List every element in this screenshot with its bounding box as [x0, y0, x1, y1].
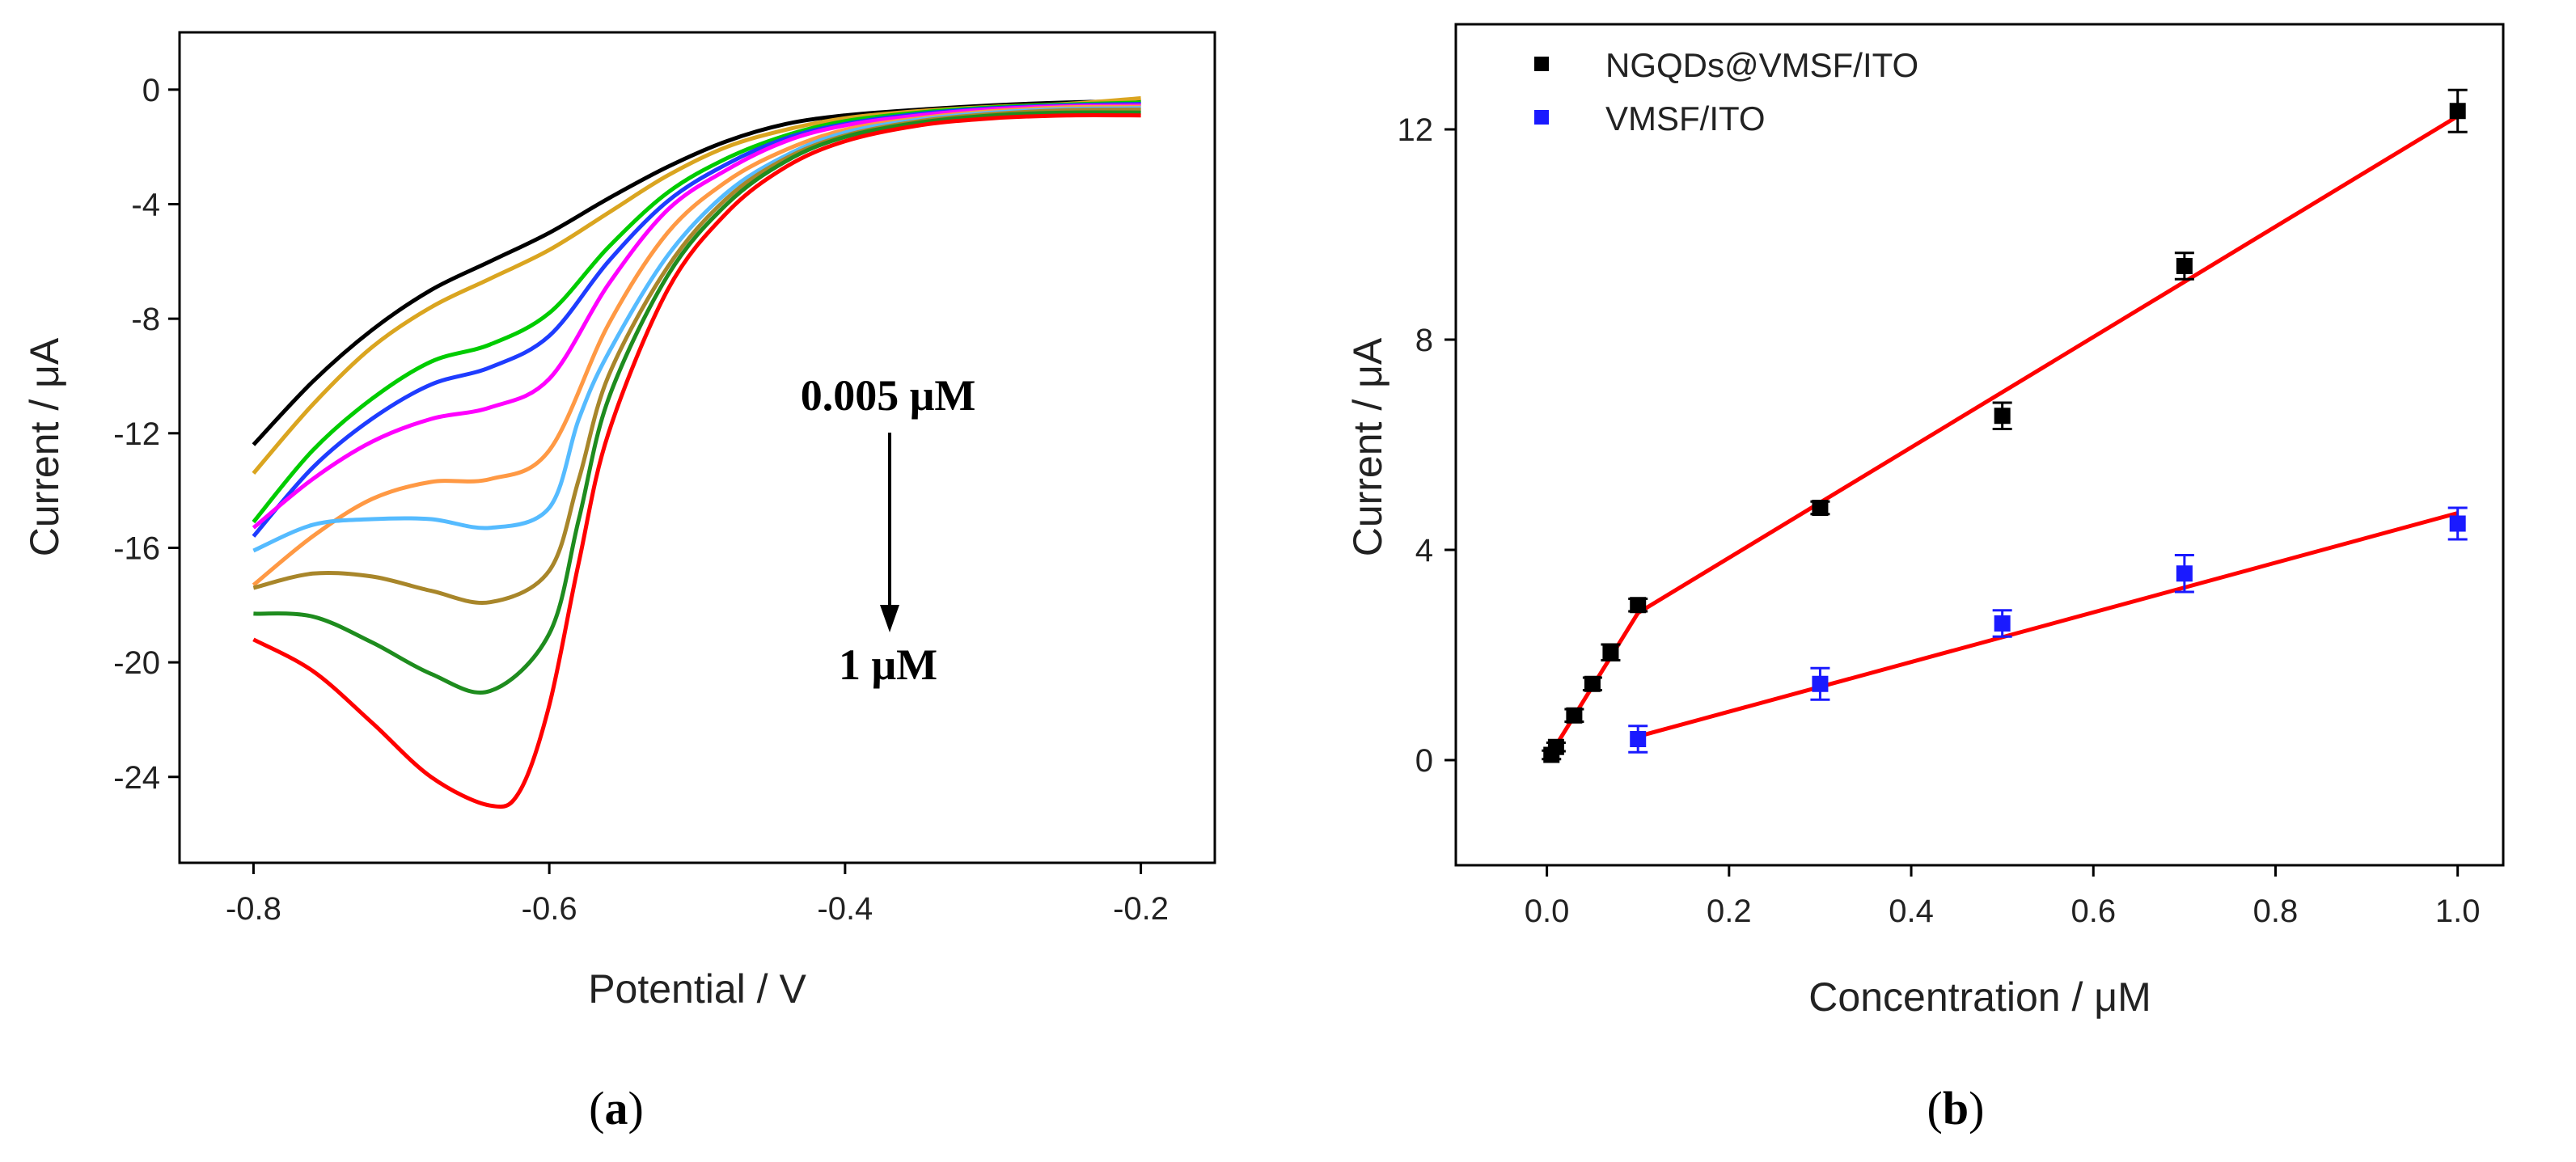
panel-letter-a: a	[605, 1082, 628, 1135]
legend-marker-ngqds	[1534, 57, 1549, 71]
data-point-vmsf-ito	[1994, 615, 2011, 632]
plot-frame-a	[178, 31, 1216, 864]
x-axis-a: -0.8 -0.6 -0.4 -0.2	[226, 863, 1169, 927]
x-tick-label-a: -0.6	[522, 891, 577, 927]
data-point-ngqds-vmsf-ito	[2449, 103, 2466, 120]
panel-label-b: (b)	[1927, 1082, 1985, 1135]
data-point-vmsf-ito	[1630, 731, 1647, 747]
x-tick-label-b: 0.2	[1707, 894, 1752, 929]
y-axis-title-b: Current / μA	[1345, 337, 1390, 556]
data-point-ngqds-vmsf-ito	[2176, 258, 2193, 274]
y-tick-label-a: -24	[113, 760, 160, 796]
panel-label-a: (a)	[589, 1082, 644, 1135]
legend-b: NGQDs@VMSF/ITO VMSF/ITO	[1534, 46, 1918, 137]
data-point-vmsf-ito	[1812, 675, 1829, 692]
y-tick-label-b: 12	[1398, 112, 1434, 148]
x-tick-label-b: 1.0	[2435, 894, 2481, 929]
legend-label-vmsf: VMSF/ITO	[1605, 99, 1766, 137]
cv-curve-1-m	[252, 112, 1141, 809]
fit-line-vmsf-ito-fit	[1637, 511, 2459, 739]
y-tick-label-b: 4	[1415, 533, 1433, 568]
data-point-ngqds-vmsf-ito	[1602, 644, 1619, 661]
y-tick-label-a: -16	[113, 530, 160, 566]
data-points-b	[1542, 88, 2468, 763]
data-point-ngqds-vmsf-ito	[1584, 675, 1601, 692]
y-tick-label-a: -8	[131, 302, 160, 337]
fit-lines-b	[1545, 114, 2459, 762]
panel-letter-b: b	[1943, 1082, 1969, 1135]
fit-line-ngqds-vmsf-ito-fit-high	[1636, 114, 2459, 615]
annotation-start-concentration: 0.005 μM	[801, 371, 976, 420]
y-tick-label-a: -12	[113, 416, 160, 452]
data-point-ngqds-vmsf-ito	[1547, 738, 1564, 755]
series-group-a	[252, 96, 1141, 809]
data-point-ngqds-vmsf-ito	[1812, 500, 1829, 516]
cv-curve-0-07-m	[252, 103, 1141, 530]
cv-curve-0-7-m	[253, 110, 1141, 695]
y-axis-title-a: Current / μA	[22, 337, 67, 556]
data-point-ngqds-vmsf-ito	[1566, 707, 1583, 724]
cv-curve-0-5-m	[252, 108, 1141, 605]
x-axis-title-b: Concentration / μM	[1808, 974, 2151, 1020]
y-tick-label-b: 8	[1415, 323, 1433, 358]
y-tick-label-a: -20	[113, 645, 160, 681]
data-point-ngqds-vmsf-ito	[1994, 408, 2011, 425]
data-point-ngqds-vmsf-ito	[1630, 597, 1647, 614]
y-tick-label-a: 0	[142, 73, 160, 108]
annotation-end-concentration: 1 μM	[839, 640, 937, 689]
legend-label-ngqds: NGQDs@VMSF/ITO	[1605, 46, 1918, 84]
cv-chart: -0.8 -0.6 -0.4 -0.2 0 -4 -8 -12 -16 -20 -24 Poten…	[22, 31, 1216, 1135]
data-point-vmsf-ito	[2449, 515, 2466, 532]
x-axis-b: 0.0 0.2 0.4 0.6 0.8 1.0	[1525, 865, 2481, 929]
legend-marker-vmsf	[1534, 110, 1549, 125]
x-tick-label-b: 0.0	[1525, 894, 1570, 929]
x-tick-label-b: 0.4	[1889, 894, 1934, 929]
x-tick-label-b: 0.8	[2253, 894, 2299, 929]
cv-curve-0-03-m	[252, 100, 1141, 524]
plot-frame-b	[1454, 23, 2505, 867]
cv-curve-0-005-m	[252, 99, 1141, 446]
y-axis-b: 0 4 8 12	[1398, 112, 1456, 779]
y-axis-a: 0 -4 -8 -12 -16 -20 -24	[113, 73, 180, 796]
x-tick-label-a: -0.8	[226, 891, 281, 927]
x-tick-label-a: -0.4	[817, 891, 873, 927]
arrow-down-icon	[880, 605, 899, 632]
x-tick-label-a: -0.2	[1113, 891, 1169, 927]
calibration-chart: 0.0 0.2 0.4 0.6 0.8 1.0 0 4 8 12 NGQDs@VMSF/ITO …	[1345, 23, 2505, 1135]
data-point-vmsf-ito	[2176, 565, 2193, 582]
y-tick-label-a: -4	[131, 187, 160, 222]
y-tick-label-b: 0	[1415, 743, 1433, 779]
x-axis-title-a: Potential / V	[588, 966, 806, 1012]
x-tick-label-b: 0.6	[2071, 894, 2116, 929]
